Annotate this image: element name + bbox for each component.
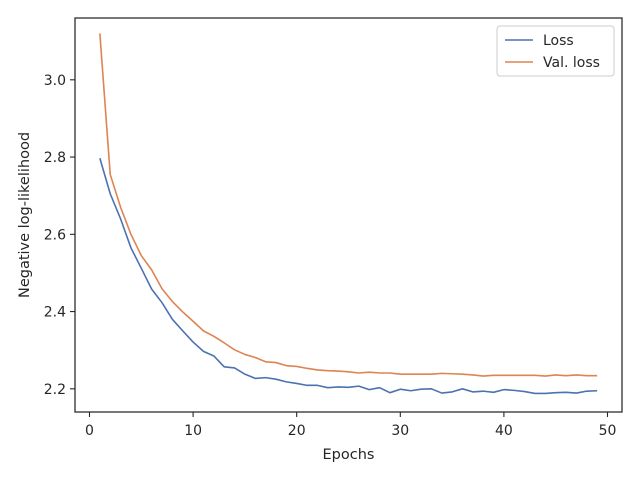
series-line-loss (99, 157, 598, 395)
x-ticks: 0 10 20 30 40 50 (85, 412, 616, 439)
x-axis-label: Epochs (323, 447, 375, 463)
x-tick-label: 10 (184, 423, 202, 439)
y-axis-label: Negative log-likelihood (17, 132, 33, 298)
x-tick-label: 50 (599, 423, 617, 439)
y-tick-label: 2.6 (44, 227, 66, 243)
y-tick-label: 2.2 (44, 382, 66, 398)
legend-box (496, 25, 615, 77)
y-tick-label: 2.4 (44, 305, 66, 321)
x-tick-label: 20 (288, 423, 306, 439)
y-ticks: 2.2 2.4 2.6 2.8 3.0 (44, 73, 75, 398)
y-tick-label: 3.0 (44, 73, 66, 89)
x-tick-label: 40 (495, 423, 513, 439)
series-layer (99, 33, 598, 395)
plot-frame (74, 17, 623, 413)
legend-label-loss: Loss (543, 33, 574, 49)
x-tick-label: 30 (391, 423, 409, 439)
x-tick-label: 0 (85, 423, 94, 439)
series-line-val-loss (99, 33, 598, 377)
y-tick-label: 2.8 (44, 150, 66, 166)
legend: Loss Val. loss (496, 25, 615, 77)
legend-label-val-loss: Val. loss (543, 55, 600, 71)
